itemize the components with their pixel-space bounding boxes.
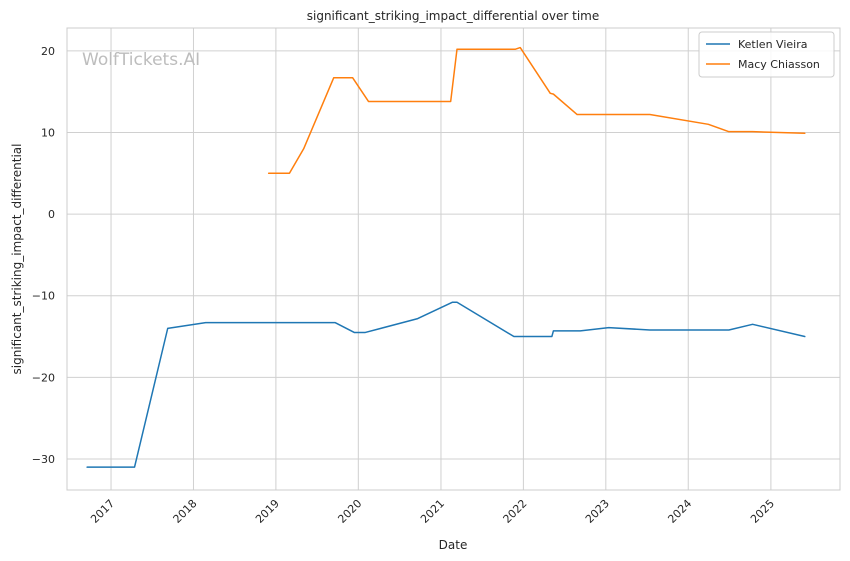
y-tick-label: 20 [41,45,55,58]
y-tick-label: −30 [32,453,55,466]
x-axis-label: Date [439,538,468,552]
x-tick-label: 2023 [583,497,612,526]
x-tick-label: 2020 [335,497,364,526]
x-tick-label: 2025 [748,497,777,526]
y-axis: 20 10 0 −10 −20 −30 [32,45,55,466]
x-tick-label: 2022 [501,497,530,526]
x-tick-label: 2017 [88,497,117,526]
plot-frame [66,27,841,491]
series-line-ketlen-vieira [86,301,806,468]
series-layer [86,46,806,468]
x-tick-label: 2019 [253,497,282,526]
legend-label-macy-chiasson: Macy Chiasson [738,58,820,71]
y-tick-label: 0 [48,208,55,221]
legend: Ketlen Vieira Macy Chiasson [698,31,835,78]
y-tick-label: −10 [32,290,55,303]
x-axis: 2017 2018 2019 2020 2021 2022 2023 2024 2025 [88,497,777,526]
x-tick-label: 2024 [665,497,694,526]
y-tick-label: −20 [32,371,55,384]
x-tick-label: 2021 [418,497,447,526]
y-tick-label: 10 [41,126,55,139]
chart-title: significant_striking_impact_differential… [307,9,599,23]
plot-background [67,28,840,490]
watermark-text: WolfTickets.AI [82,50,200,70]
plot-area [67,28,840,490]
plot-border [66,27,841,491]
series-line-macy-chiasson [267,46,806,175]
y-axis-label: significant_striking_impact_differential [10,144,24,375]
x-tick-label: 2018 [171,497,200,526]
legend-label-ketlen-vieira: Ketlen Vieira [738,38,807,51]
